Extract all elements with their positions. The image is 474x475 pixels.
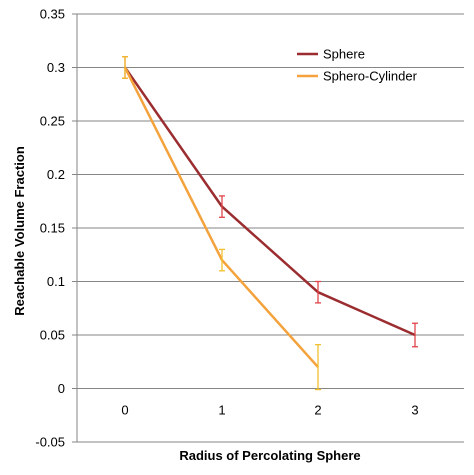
x-tick-label: 0 — [121, 403, 128, 418]
x-tick-label: 2 — [314, 403, 321, 418]
y-tick-label: 0.15 — [40, 221, 65, 236]
y-tick-label: 0.25 — [40, 114, 65, 129]
series-1 — [122, 56, 321, 391]
grid-lines — [77, 13, 464, 443]
y-tick-label: 0.35 — [40, 7, 65, 22]
y-tick-label: 0.2 — [47, 167, 65, 182]
y-axis-title: Reachable Volume Fraction — [12, 146, 27, 316]
y-tick-label: 0 — [58, 381, 65, 396]
series-line — [123, 66, 416, 337]
y-tick-label: 0.1 — [47, 274, 65, 289]
x-axis-ticks: 0 1 2 3 — [121, 403, 418, 418]
x-tick-label: 1 — [218, 403, 225, 418]
x-tick-label: 3 — [411, 403, 418, 418]
y-tick-label: -0.05 — [35, 435, 65, 450]
y-axis-ticks: 0.35 0.3 0.25 0.2 0.15 0.1 0.05 0 -0.05 — [35, 7, 77, 450]
legend-label: Sphere — [323, 47, 365, 62]
series-group — [122, 56, 418, 391]
x-axis-title: Radius of Percolating Sphere — [179, 448, 360, 463]
y-tick-label: 0.3 — [47, 60, 65, 75]
legend: Sphere Sphero-Cylinder — [297, 47, 418, 84]
series-0 — [122, 56, 418, 348]
legend-label: Sphero-Cylinder — [323, 69, 418, 84]
y-tick-label: 0.05 — [40, 328, 65, 343]
